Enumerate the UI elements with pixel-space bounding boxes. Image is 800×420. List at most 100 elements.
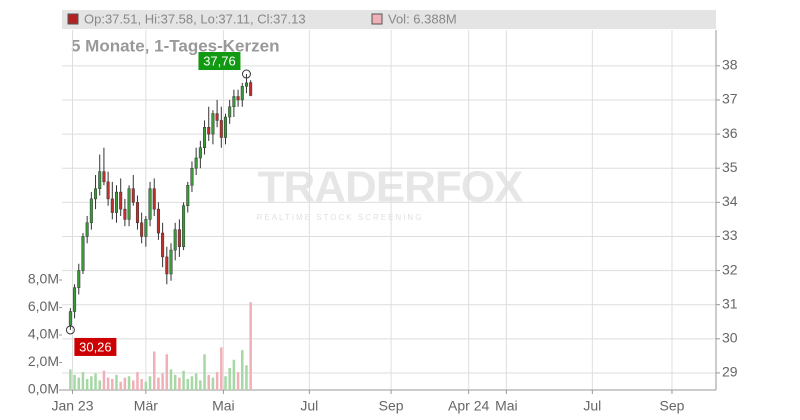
volume-bar (81, 372, 85, 390)
y2-tick-label: 6,0M (28, 298, 59, 314)
y-tick-label: 36 (722, 125, 738, 141)
candle-body (127, 188, 131, 220)
volume-swatch (371, 13, 383, 25)
y2-tick-label: 4,0M (28, 326, 59, 342)
volume-bar (157, 377, 160, 390)
header-bar (62, 10, 716, 29)
y-tick-label: 38 (722, 57, 738, 73)
candle-body (169, 249, 173, 275)
candle-body (240, 86, 244, 101)
candle-body (144, 219, 148, 237)
volume-bar (224, 376, 227, 390)
volume-bar (119, 381, 122, 390)
x-tick-label: Mai (212, 398, 235, 414)
candle-body (211, 113, 215, 135)
candle-body (131, 188, 135, 203)
volume-bar (106, 377, 110, 390)
x-tick-label: Sep (379, 398, 404, 414)
candle-body (203, 127, 207, 148)
candle-body (215, 113, 219, 121)
volume-bar (94, 373, 97, 390)
annotation-label: 37,76 (203, 53, 236, 68)
candle-body (236, 96, 240, 101)
volume-bar (186, 378, 190, 390)
candle-body (94, 188, 98, 200)
y2-tick-label: 8,0M (28, 271, 59, 287)
candle-body (106, 181, 110, 200)
volume-bar (194, 373, 198, 390)
y-tick-label: 33 (722, 227, 738, 243)
candle-body (77, 270, 81, 288)
ohlc-swatch (67, 13, 79, 25)
volume-bar (178, 377, 181, 390)
volume-bar (211, 377, 215, 390)
volume-bar (245, 365, 248, 390)
candle-body (182, 205, 186, 247)
volume-bar (203, 354, 206, 390)
volume-bar (228, 367, 231, 390)
volume-bar (207, 374, 210, 390)
volume-bar (232, 359, 236, 390)
volume-bar (102, 370, 106, 390)
x-tick-label: Mai (495, 398, 518, 414)
volume-bar (140, 378, 143, 390)
candle-body (152, 188, 156, 210)
candle-body (249, 82, 253, 96)
candle-body (81, 236, 85, 271)
candle-body (190, 167, 194, 186)
volume-header: Vol: 6.388M (388, 11, 457, 26)
candle-body (223, 116, 228, 138)
volume-bar (144, 381, 148, 390)
volume-bar (136, 372, 139, 390)
candle-body (186, 185, 190, 206)
volume-bar (215, 372, 219, 390)
chart-title: 5 Monate, 1-Tages-Kerzen (71, 36, 279, 55)
candle-body (135, 202, 139, 224)
annotation-box (74, 337, 117, 356)
annotation-label: 30,26 (79, 339, 112, 354)
volume-bar (190, 376, 194, 390)
candle-body (244, 82, 248, 87)
candle-body (228, 106, 232, 118)
watermark-tagline: REALTIME STOCK SCREENING (257, 213, 424, 222)
candle-body (165, 256, 169, 275)
y-tick-label: 32 (722, 261, 738, 277)
volume-bar (241, 350, 244, 390)
volume-bar (173, 374, 177, 390)
candle-body (89, 198, 93, 224)
volume-bar (220, 347, 223, 390)
candle-body (114, 191, 119, 213)
candle-body (85, 222, 89, 237)
volume-bar (127, 376, 131, 390)
extreme-marker (241, 69, 251, 79)
y-tick-label: 35 (722, 159, 738, 175)
volume-bar (77, 377, 81, 390)
candle-body (173, 229, 177, 251)
volume-bar (132, 380, 135, 390)
volume-bar (161, 373, 164, 390)
watermark-brand: TRADERFOX (258, 163, 523, 212)
candle-body (219, 120, 223, 138)
candle-body (161, 232, 165, 258)
candle-body (73, 287, 77, 312)
y2-tick-label: 0,0M (28, 381, 59, 397)
volume-bar (115, 374, 118, 390)
candle-body (232, 96, 236, 108)
candle-body (207, 127, 211, 135)
x-tick-label: Jul (300, 398, 318, 414)
candle-body (110, 198, 114, 213)
annotation-box (198, 52, 241, 71)
y-tick-label: 29 (722, 364, 738, 380)
ohlc-header: Op:37.51, Hi:37.58, Lo:37.11, Cl:37.13 (84, 11, 306, 26)
x-tick-label: Apr 24 (448, 398, 489, 414)
volume-bar (85, 378, 89, 390)
y-tick-label: 37 (722, 91, 738, 107)
y-tick-label: 31 (722, 295, 738, 311)
volume-bar (249, 302, 252, 390)
x-tick-label: Jan 23 (51, 398, 93, 414)
x-tick-label: Sep (660, 398, 685, 414)
volume-bar (152, 351, 156, 390)
y2-tick-label: 2,0M (28, 353, 59, 369)
volume-bar (123, 377, 127, 390)
